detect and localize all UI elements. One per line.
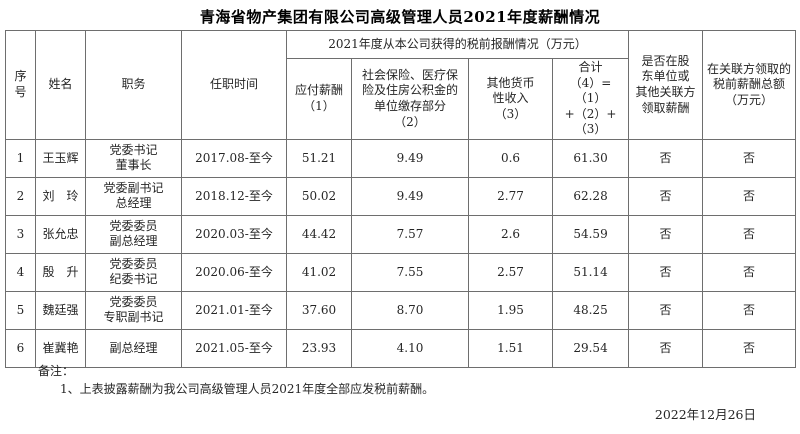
- page-title: 青海省物产集团有限公司高级管理人员2021年度薪酬情况: [199, 8, 601, 26]
- cell-position: 党委书记 董事长: [85, 138, 182, 178]
- col-header-salary: 应付薪酬 （1）: [286, 58, 352, 140]
- cell-shareholder: 否: [628, 176, 704, 216]
- cell-shareholder: 否: [628, 138, 704, 178]
- cell-related: 否: [702, 138, 797, 178]
- cell-total: 51.14: [551, 252, 630, 292]
- table-row: 4 殷 升 党委委员 纪委书记 2020.06-至今 41.02 7.55 2.…: [5, 252, 797, 292]
- cell-related: 否: [702, 176, 797, 216]
- cell-tenure: 2021.05-至今: [181, 328, 287, 368]
- header-row-sub: 应付薪酬 （1） 社会保险、医疗保 险及住房公积金的 单位缴存部分 （2） 其他…: [6, 58, 796, 140]
- cell-salary: 41.02: [286, 252, 352, 292]
- cell-salary: 51.21: [286, 138, 352, 178]
- cell-social: 8.70: [351, 290, 469, 330]
- cell-social: 9.49: [351, 176, 469, 216]
- cell-name: 殷 升: [35, 252, 86, 292]
- cell-tenure: 2018.12-至今: [181, 176, 287, 216]
- cell-shareholder: 否: [628, 328, 704, 368]
- cell-shareholder: 否: [628, 214, 704, 254]
- cell-social: 4.10: [351, 328, 469, 368]
- cell-salary: 44.42: [286, 214, 352, 254]
- col-header-name: 姓名: [35, 30, 86, 140]
- cell-salary: 23.93: [286, 328, 352, 368]
- cell-related: 否: [702, 214, 797, 254]
- cell-related: 否: [702, 290, 797, 330]
- document-date: 2022年12月26日: [654, 407, 756, 422]
- cell-other: 1.95: [468, 290, 553, 330]
- cell-position: 党委副书记 总经理: [85, 176, 182, 216]
- col-header-related: 在关联方领取的 税前薪酬总额 （万元）: [702, 30, 797, 140]
- cell-seq: 5: [5, 290, 36, 330]
- col-header-tenure: 任职时间: [181, 30, 287, 140]
- cell-total: 29.54: [551, 328, 630, 368]
- cell-seq: 2: [5, 176, 36, 216]
- cell-social: 9.49: [351, 138, 469, 178]
- cell-other: 2.57: [468, 252, 553, 292]
- cell-position: 副总经理: [85, 328, 182, 368]
- cell-other: 0.6: [468, 138, 553, 178]
- cell-tenure: 2020.03-至今: [181, 214, 287, 254]
- salary-table: 序 号 姓名 职务 任职时间 2021年度从本公司获得的税前报酬情况（万元） 是…: [5, 30, 797, 368]
- cell-shareholder: 否: [628, 252, 704, 292]
- cell-seq: 4: [5, 252, 36, 292]
- table-row: 6 崔冀艳 副总经理 2021.05-至今 23.93 4.10 1.51 29…: [5, 328, 797, 368]
- cell-tenure: 2021.01-至今: [181, 290, 287, 330]
- cell-position: 党委委员 纪委书记: [85, 252, 182, 292]
- col-header-seq: 序 号: [5, 30, 36, 140]
- cell-position: 党委委员 专职副书记: [85, 290, 182, 330]
- notes-label: 备注：: [38, 364, 75, 378]
- note-item: 1、上表披露薪酬为我公司高级管理人员2021年度全部应发税前薪酬。: [60, 382, 435, 396]
- cell-tenure: 2017.08-至今: [181, 138, 287, 178]
- cell-tenure: 2020.06-至今: [181, 252, 287, 292]
- cell-name: 王玉辉: [35, 138, 86, 178]
- cell-social: 7.57: [351, 214, 469, 254]
- cell-total: 54.59: [551, 214, 630, 254]
- table-row: 3 张允忠 党委委员 副总经理 2020.03-至今 44.42 7.57 2.…: [5, 214, 797, 254]
- cell-total: 62.28: [551, 176, 630, 216]
- cell-name: 魏廷强: [35, 290, 86, 330]
- cell-seq: 3: [5, 214, 36, 254]
- table-row: 5 魏廷强 党委委员 专职副书记 2021.01-至今 37.60 8.70 1…: [5, 290, 797, 330]
- cell-name: 张允忠: [35, 214, 86, 254]
- col-header-shareholder: 是否在股 东单位或 其他关联方 领取薪酬: [628, 30, 704, 140]
- cell-other: 1.51: [468, 328, 553, 368]
- table-row: 2 刘 玲 党委副书记 总经理 2018.12-至今 50.02 9.49 2.…: [5, 176, 797, 216]
- cell-other: 2.6: [468, 214, 553, 254]
- cell-related: 否: [702, 252, 797, 292]
- cell-related: 否: [702, 328, 797, 368]
- cell-salary: 50.02: [286, 176, 352, 216]
- header-row-group: 序 号 姓名 职务 任职时间 2021年度从本公司获得的税前报酬情况（万元） 是…: [5, 30, 797, 140]
- cell-salary: 37.60: [286, 290, 352, 330]
- table-row: 1 王玉辉 党委书记 董事长 2017.08-至今 51.21 9.49 0.6…: [5, 138, 797, 178]
- col-header-total: 合计 （4）=（1） +（2）+ （3）: [551, 58, 630, 140]
- cell-name: 刘 玲: [35, 176, 86, 216]
- cell-seq: 6: [5, 328, 36, 368]
- cell-position: 党委委员 副总经理: [85, 214, 182, 254]
- cell-other: 2.77: [468, 176, 553, 216]
- cell-social: 7.55: [351, 252, 469, 292]
- cell-seq: 1: [5, 138, 36, 178]
- col-header-pretax-group: 2021年度从本公司获得的税前报酬情况（万元）: [285, 30, 630, 59]
- cell-shareholder: 否: [628, 290, 704, 330]
- col-header-position: 职务: [85, 30, 182, 140]
- col-header-social: 社会保险、医疗保 险及住房公积金的 单位缴存部分 （2）: [351, 58, 469, 140]
- cell-total: 48.25: [551, 290, 630, 330]
- col-header-other: 其他货币 性收入 （3）: [468, 58, 553, 140]
- notes-block: 备注： 1、上表披露薪酬为我公司高级管理人员2021年度全部应发税前薪酬。: [38, 362, 434, 398]
- cell-total: 61.30: [551, 138, 630, 178]
